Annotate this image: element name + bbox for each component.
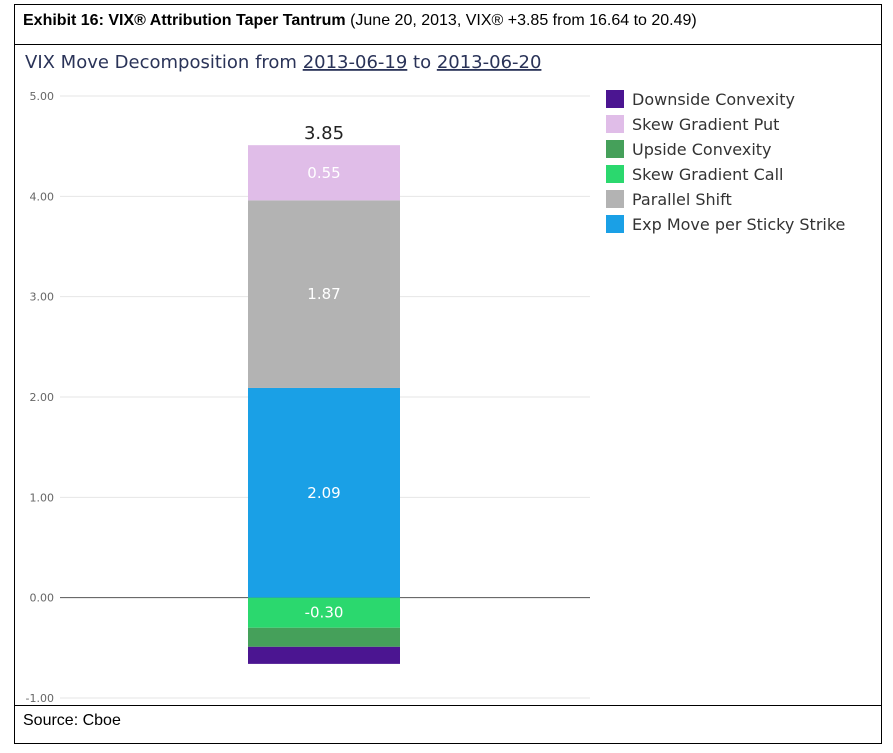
y-axis: -1.00 0.00 1.00 2.00 3.00 4.00 5.00 (26, 90, 54, 705)
exhibit-header: Exhibit 16: VIX® Attribution Taper Tantr… (15, 5, 881, 45)
exhibit-frame: Exhibit 16: VIX® Attribution Taper Tantr… (14, 4, 882, 744)
bar-segment-exp-move-per-sticky-strike (248, 387, 400, 598)
y-tick-label: 3.00 (30, 291, 55, 304)
data-label-skew-gradient-call: -0.30 (305, 604, 344, 622)
stacked-bar: 2.09 1.87 0.55 -0.30 3.85 (248, 123, 400, 664)
chart-title-date-to: 2013-06-20 (437, 52, 542, 73)
legend-label-exp-move-per-sticky-strike: Exp Move per Sticky Strike (632, 215, 845, 234)
chart-title-prefix: VIX Move Decomposition from (25, 52, 303, 73)
chart-title-joiner: to (407, 52, 437, 73)
y-tick-label: 5.00 (30, 90, 55, 103)
bar-segment-skew-gradient-call (248, 597, 400, 628)
legend-label-skew-gradient-call: Skew Gradient Call (632, 165, 783, 184)
legend-label-skew-gradient-put: Skew Gradient Put (632, 115, 779, 134)
source-note: Source: Cboe (15, 705, 881, 743)
legend: Downside Convexity Skew Gradient Put Upsid… (606, 90, 845, 234)
legend-swatch-parallel-shift (606, 190, 624, 208)
chart: VIX Move Decomposition from 2013-06-19 t… (25, 52, 845, 705)
y-tick-label: 2.00 (30, 391, 55, 404)
total-label: 3.85 (304, 123, 344, 144)
data-label-parallel-shift: 1.87 (307, 285, 340, 303)
y-tick-label: 4.00 (30, 190, 55, 203)
legend-label-parallel-shift: Parallel Shift (632, 190, 732, 209)
exhibit-title: Exhibit 16: VIX® Attribution Taper Tantr… (23, 12, 346, 29)
y-tick-label: -1.00 (26, 692, 54, 705)
bar-segment-parallel-shift (248, 200, 400, 388)
legend-swatch-skew-gradient-call (606, 165, 624, 183)
bar-segment-skew-gradient-put (248, 145, 400, 201)
legend-label-upside-convexity: Upside Convexity (632, 140, 772, 159)
chart-title-date-from: 2013-06-19 (303, 52, 408, 73)
legend-swatch-skew-gradient-put (606, 115, 624, 133)
data-label-exp-move-per-sticky-strike: 2.09 (307, 484, 340, 502)
legend-swatch-upside-convexity (606, 140, 624, 158)
legend-swatch-downside-convexity (606, 90, 624, 108)
data-label-skew-gradient-put: 0.55 (307, 164, 340, 182)
exhibit-subtitle: (June 20, 2013, VIX® +3.85 from 16.64 to… (345, 12, 697, 29)
legend-swatch-exp-move-per-sticky-strike (606, 215, 624, 233)
legend-label-downside-convexity: Downside Convexity (632, 90, 795, 109)
bar-segment-downside-convexity (248, 646, 400, 664)
y-tick-label: 0.00 (30, 592, 55, 605)
y-tick-label: 1.00 (30, 491, 55, 504)
bar-segment-upside-convexity (248, 627, 400, 647)
chart-title: VIX Move Decomposition from 2013-06-19 t… (25, 52, 541, 73)
